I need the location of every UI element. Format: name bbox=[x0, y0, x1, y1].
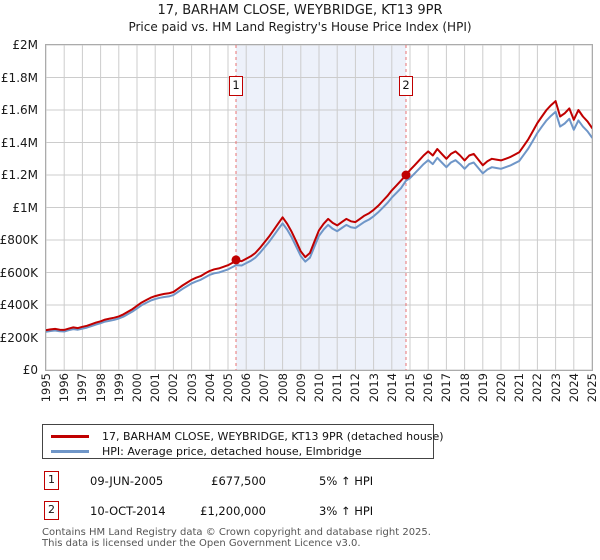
transaction-1-date: 09-JUN-2005 bbox=[90, 474, 164, 488]
legend-row-property: 17, BARHAM CLOSE, WEYBRIDGE, KT13 9PR (d… bbox=[51, 429, 444, 443]
x-tick-label: 2025 bbox=[585, 373, 599, 403]
plot-area bbox=[45, 44, 593, 371]
x-tick-label: 2021 bbox=[512, 373, 527, 403]
sale-2-annotation-box: 2 bbox=[398, 76, 413, 96]
y-tick-label: £1.6M bbox=[0, 103, 38, 117]
page-title: 17, BARHAM CLOSE, WEYBRIDGE, KT13 9PR bbox=[157, 3, 443, 18]
x-tick-label: 2001 bbox=[148, 373, 163, 403]
x-tick-label: 2008 bbox=[275, 373, 290, 403]
transaction-2-number-box: 2 bbox=[44, 501, 59, 520]
transaction-2-hpi-delta: 3% ↑ HPI bbox=[319, 504, 374, 518]
footer-line-2: This data is licensed under the Open Gov… bbox=[42, 537, 361, 549]
price-line-chart bbox=[45, 44, 593, 371]
x-tick-label: 2023 bbox=[548, 373, 563, 403]
x-tick-label: 2009 bbox=[293, 373, 308, 403]
y-tick-label: £400K bbox=[0, 298, 38, 312]
legend-label-property: 17, BARHAM CLOSE, WEYBRIDGE, KT13 9PR (d… bbox=[102, 429, 444, 443]
x-axis-labels: 1995 1996 1997 1998 1999 2000 2001 2002 2003 2004… bbox=[0, 373, 600, 415]
y-tick-label: £800K bbox=[0, 233, 38, 247]
x-tick-label: 2010 bbox=[312, 373, 326, 403]
x-tick-label: 2007 bbox=[257, 373, 272, 403]
transaction-2-date: 10-OCT-2014 bbox=[90, 504, 166, 518]
sale-1-annotation-box: 1 bbox=[229, 76, 243, 96]
y-axis-labels: £2M £1.8M £1.6M £1.4M £1.2M £1M £800K £600K £400… bbox=[0, 38, 41, 377]
x-tick-label: 2017 bbox=[439, 373, 454, 403]
x-tick-label: 2014 bbox=[384, 373, 399, 403]
x-tick-label: 2015 bbox=[403, 373, 417, 403]
transaction-1-hpi-delta: 5% ↑ HPI bbox=[319, 474, 374, 488]
legend-row-hpi: HPI: Average price, detached house, Elmb… bbox=[51, 444, 362, 458]
x-tick-label: 2006 bbox=[239, 373, 254, 403]
transaction-1-number-box: 1 bbox=[44, 471, 59, 490]
x-tick-label: 2000 bbox=[130, 373, 144, 403]
license-footer: Contains HM Land Registry data © Crown c… bbox=[42, 527, 431, 549]
y-tick-label: £2M bbox=[12, 38, 38, 52]
hpi-line-swatch bbox=[51, 449, 89, 453]
x-tick-label: 2002 bbox=[166, 373, 181, 403]
x-tick-label: 1995 bbox=[39, 373, 53, 403]
x-tick-label: 2003 bbox=[184, 373, 199, 403]
x-tick-label: 1996 bbox=[57, 373, 72, 403]
legend-label-hpi: HPI: Average price, detached house, Elmb… bbox=[102, 444, 362, 458]
x-tick-label: 2004 bbox=[202, 373, 217, 403]
chart-legend: 17, BARHAM CLOSE, WEYBRIDGE, KT13 9PR (d… bbox=[42, 424, 444, 459]
page-subtitle: Price paid vs. HM Land Registry's House … bbox=[128, 20, 472, 34]
y-tick-label: £600K bbox=[0, 265, 38, 280]
footer-line-1: Contains HM Land Registry data © Crown c… bbox=[42, 527, 431, 538]
transaction-2-price: £1,200,000 bbox=[200, 504, 266, 518]
x-tick-label: 1999 bbox=[111, 373, 126, 403]
y-tick-label: £1.8M bbox=[0, 70, 38, 85]
y-tick-label: £200K bbox=[0, 330, 38, 345]
x-tick-label: 1997 bbox=[75, 373, 90, 403]
x-tick-label: 2019 bbox=[475, 373, 490, 403]
y-tick-label: £1.2M bbox=[0, 168, 38, 182]
y-tick-label: £1.4M bbox=[0, 135, 38, 150]
x-tick-label: 2024 bbox=[566, 373, 581, 403]
x-tick-label: 2012 bbox=[348, 373, 363, 403]
x-tick-label: 2005 bbox=[221, 373, 235, 403]
y-tick-label: £0 bbox=[22, 363, 38, 377]
x-tick-label: 2018 bbox=[457, 373, 472, 403]
x-tick-label: 2016 bbox=[421, 373, 436, 403]
property-line-swatch bbox=[51, 434, 89, 438]
x-tick-label: 1998 bbox=[93, 373, 108, 403]
x-tick-label: 2022 bbox=[530, 373, 545, 403]
x-tick-label: 2020 bbox=[494, 373, 508, 403]
x-tick-label: 2013 bbox=[366, 373, 381, 403]
transaction-1-price: £677,500 bbox=[211, 474, 266, 488]
x-tick-label: 2011 bbox=[330, 373, 345, 403]
y-tick-label: £1M bbox=[12, 200, 38, 215]
